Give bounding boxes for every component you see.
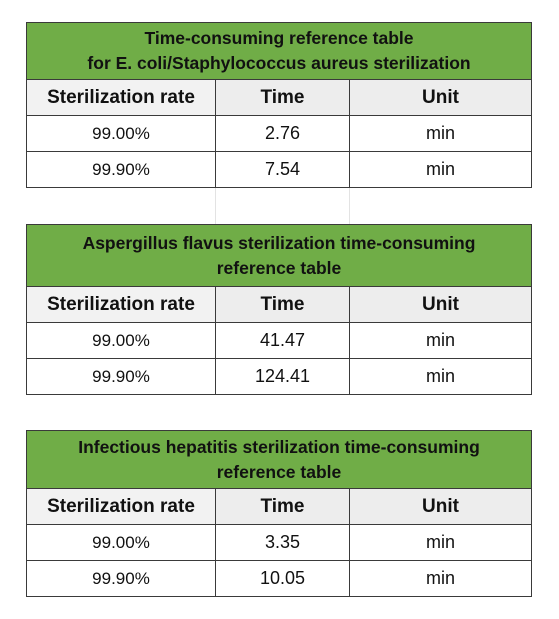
unit-cell: min bbox=[425, 330, 455, 350]
table-row: 99.00% 2.76 min bbox=[26, 116, 532, 152]
time-cell: 124.41 bbox=[216, 359, 350, 394]
table-title: Aspergillus flavus sterilization time-co… bbox=[26, 224, 532, 287]
unit-cell: min bbox=[425, 532, 455, 552]
header-unit: Unit bbox=[350, 489, 531, 524]
unit-cell: min bbox=[425, 568, 455, 588]
header-time: Time bbox=[216, 80, 350, 115]
table-row: 99.90% 124.41 min bbox=[26, 359, 532, 395]
header-sterilization-rate: Sterilization rate bbox=[27, 287, 216, 322]
table-title: Time-consuming reference table for E. co… bbox=[26, 22, 532, 80]
table-title-line-1: Time-consuming reference table bbox=[144, 28, 414, 48]
table-header-row: Sterilization rate Time Unit bbox=[26, 489, 532, 525]
table-header-row: Sterilization rate Time Unit bbox=[26, 80, 532, 116]
time-cell: 3.35 bbox=[216, 525, 350, 560]
table-title-line-2: reference table bbox=[216, 257, 342, 278]
rate-cell: 99.00% bbox=[27, 323, 216, 358]
unit-cell: min bbox=[425, 159, 455, 179]
rate-cell: 99.00% bbox=[27, 525, 216, 560]
table-row: 99.00% 3.35 min bbox=[26, 525, 532, 561]
table-title-line-1: Aspergillus flavus sterilization time-co… bbox=[82, 232, 476, 253]
spacer-cell bbox=[26, 188, 216, 224]
header-time: Time bbox=[216, 287, 350, 322]
hepatitis-table: Infectious hepatitis sterilization time-… bbox=[26, 430, 532, 597]
table-row: 99.90% 10.05 min bbox=[26, 561, 532, 597]
spacer-cell bbox=[216, 188, 350, 224]
unit-cell: min bbox=[425, 366, 455, 386]
header-time: Time bbox=[216, 489, 350, 524]
table-header-row: Sterilization rate Time Unit bbox=[26, 287, 532, 323]
header-unit: Unit bbox=[350, 80, 531, 115]
table-row: 99.90% 7.54 min bbox=[26, 152, 532, 188]
header-sterilization-rate: Sterilization rate bbox=[27, 489, 216, 524]
table-title-line-1: Infectious hepatitis sterilization time-… bbox=[78, 436, 480, 457]
time-cell: 10.05 bbox=[216, 561, 350, 596]
time-cell: 2.76 bbox=[216, 116, 350, 151]
ecoli-table: Time-consuming reference table for E. co… bbox=[26, 22, 532, 188]
aspergillus-table: Aspergillus flavus sterilization time-co… bbox=[26, 224, 532, 395]
table-title-line-2: reference table bbox=[216, 461, 342, 482]
header-sterilization-rate: Sterilization rate bbox=[27, 80, 216, 115]
time-cell: 7.54 bbox=[216, 152, 350, 187]
rate-cell: 99.00% bbox=[27, 116, 216, 151]
rate-cell: 99.90% bbox=[27, 359, 216, 394]
table-row: 99.00% 41.47 min bbox=[26, 323, 532, 359]
table-title-line-2: for E. coli/Staphylococcus aureus steril… bbox=[87, 53, 471, 73]
header-unit: Unit bbox=[350, 287, 531, 322]
table-title: Infectious hepatitis sterilization time-… bbox=[26, 430, 532, 489]
spacer-cell bbox=[350, 188, 532, 224]
time-cell: 41.47 bbox=[216, 323, 350, 358]
rate-cell: 99.90% bbox=[27, 561, 216, 596]
rate-cell: 99.90% bbox=[27, 152, 216, 187]
unit-cell: min bbox=[425, 123, 455, 143]
spacer-row bbox=[26, 188, 532, 224]
